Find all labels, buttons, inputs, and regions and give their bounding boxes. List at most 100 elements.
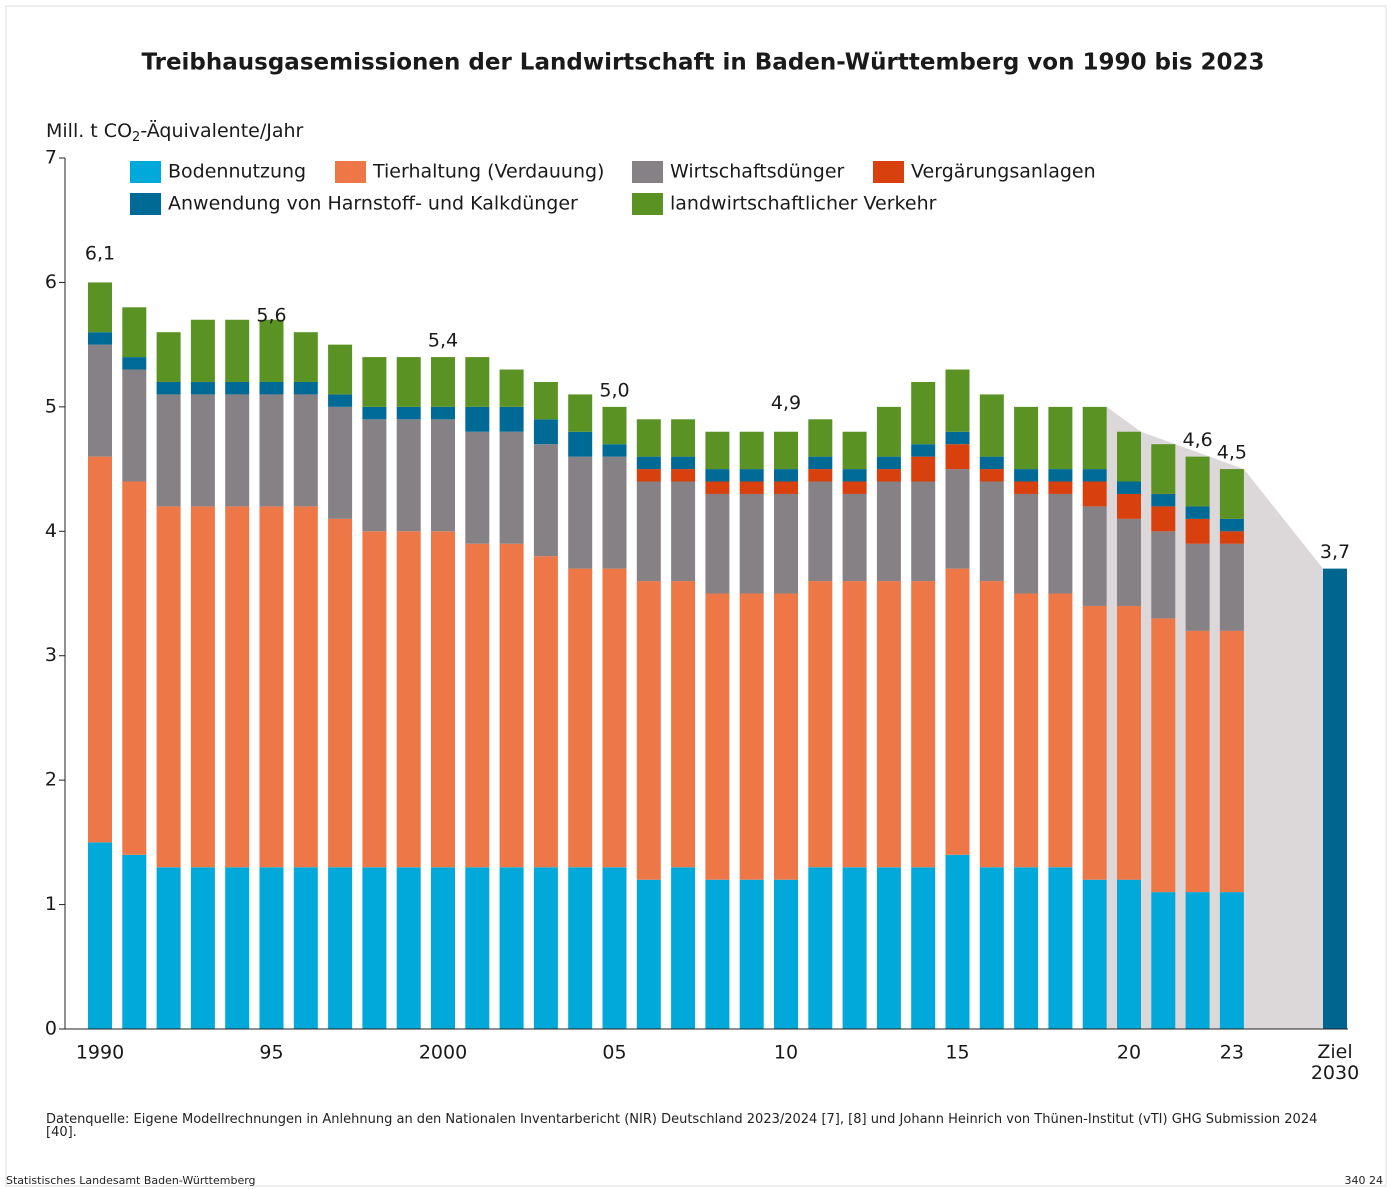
bar-segment xyxy=(774,879,798,1029)
bar-segment xyxy=(568,867,593,1029)
bar-segment xyxy=(911,381,936,445)
y-tick-label: 0 xyxy=(45,1018,57,1040)
bar-segment xyxy=(911,867,936,1029)
bar-segment xyxy=(1151,618,1176,893)
bar-segment xyxy=(945,369,970,432)
bar-segment xyxy=(705,481,730,494)
bar-segment xyxy=(465,867,490,1029)
bar-segment xyxy=(876,406,901,457)
bar-segment xyxy=(671,456,696,470)
total-label: 5,0 xyxy=(599,379,629,401)
bar-segment xyxy=(293,506,318,868)
bar-segment xyxy=(431,531,455,868)
y-label-part: -Äquivalente/Jahr xyxy=(140,119,303,142)
bar-segment xyxy=(122,369,147,482)
bar-segment xyxy=(1185,506,1210,519)
bar-segment xyxy=(1185,630,1210,893)
bar-segment xyxy=(1082,469,1107,482)
bar-segment xyxy=(671,581,696,868)
bar-segment xyxy=(671,867,696,1029)
bar-segment xyxy=(499,867,524,1029)
bar-segment xyxy=(911,481,936,582)
bar-segment xyxy=(842,481,867,494)
bar-segment xyxy=(499,406,524,432)
bar-segment xyxy=(808,469,833,482)
bar-segment xyxy=(568,568,593,868)
bar-segment xyxy=(842,431,867,470)
legend-swatch xyxy=(130,161,161,183)
bar-segment xyxy=(705,469,730,482)
bar-segment xyxy=(259,319,284,382)
bar-segment xyxy=(431,419,455,532)
bar-segment xyxy=(1082,481,1107,507)
bar-segment xyxy=(533,556,558,868)
bar-segment xyxy=(225,381,250,395)
x-tick-label: Ziel 2030 xyxy=(1310,1041,1360,1084)
bar-segment xyxy=(1185,892,1210,1029)
legend-label: Anwendung von Harnstoff- und Kalkdünger xyxy=(168,193,578,215)
legend-swatch xyxy=(335,161,366,183)
y-label-sub: 2 xyxy=(132,130,140,145)
bar-segment xyxy=(945,854,970,1029)
y-tick-label: 3 xyxy=(45,644,57,666)
x-tick-label: 10 xyxy=(774,1042,798,1064)
bar-segment xyxy=(396,419,421,532)
bar-segment xyxy=(739,481,764,494)
legend-label: Vergärungsanlagen xyxy=(911,161,1096,183)
bar-segment xyxy=(842,581,867,868)
bar-segment xyxy=(1014,867,1039,1029)
bar-segment xyxy=(1048,469,1073,482)
bar-segment xyxy=(808,456,833,470)
bar-segment xyxy=(1151,444,1176,494)
bar-segment xyxy=(396,357,421,407)
bar-segment xyxy=(328,867,353,1029)
bar-segment xyxy=(1219,630,1244,893)
bar-segment xyxy=(190,381,215,395)
bar-segment xyxy=(1048,406,1073,470)
bar-segment xyxy=(362,406,387,420)
legend-swatch xyxy=(632,193,663,215)
bar-segment xyxy=(1014,481,1039,494)
bar-segment xyxy=(774,469,798,482)
bar-segment xyxy=(465,406,490,432)
bar-segment xyxy=(774,431,798,470)
bar-segment xyxy=(328,394,353,407)
bar-segment xyxy=(1048,481,1073,494)
bar-segment xyxy=(842,867,867,1029)
bar-segment xyxy=(671,481,696,582)
bar-segment xyxy=(602,456,627,569)
bar-segment xyxy=(911,444,936,457)
bar-segment xyxy=(979,394,1004,457)
code: 340 24 xyxy=(1344,1174,1384,1187)
bar-segment xyxy=(671,419,696,457)
y-tick-label: 6 xyxy=(45,271,57,293)
legend-label: Wirtschaftsdünger xyxy=(670,161,845,183)
x-tick-label: 2000 xyxy=(419,1042,467,1064)
bar-segment xyxy=(705,431,730,470)
total-label: 4,6 xyxy=(1182,429,1212,451)
bar-segment xyxy=(362,867,387,1029)
x-tick-label: 23 xyxy=(1220,1042,1244,1064)
total-label: 6,1 xyxy=(85,242,115,264)
bar-segment xyxy=(396,406,421,420)
bar-segment xyxy=(979,456,1004,470)
bar-segment xyxy=(1048,593,1073,868)
bar-segment xyxy=(636,481,661,582)
legend-swatch xyxy=(130,193,161,215)
x-tick-label: 95 xyxy=(259,1042,283,1064)
bar-segment xyxy=(979,581,1004,868)
bar-segment xyxy=(1117,518,1141,606)
bar-segment xyxy=(122,357,147,370)
bar-segment xyxy=(1185,543,1210,631)
bar-segment xyxy=(259,394,284,507)
bar-segment xyxy=(533,444,558,557)
bar-segment xyxy=(156,381,181,395)
bar-segment xyxy=(1219,892,1244,1029)
legend-swatch xyxy=(873,161,904,183)
bar-segment xyxy=(1117,493,1141,519)
bar-segment xyxy=(1082,406,1107,470)
y-label-part: Mill. t CO xyxy=(46,120,132,142)
bar-segment xyxy=(568,394,593,432)
legend-label: landwirtschaftlicher Verkehr xyxy=(670,193,937,215)
bar-segment xyxy=(328,406,353,519)
